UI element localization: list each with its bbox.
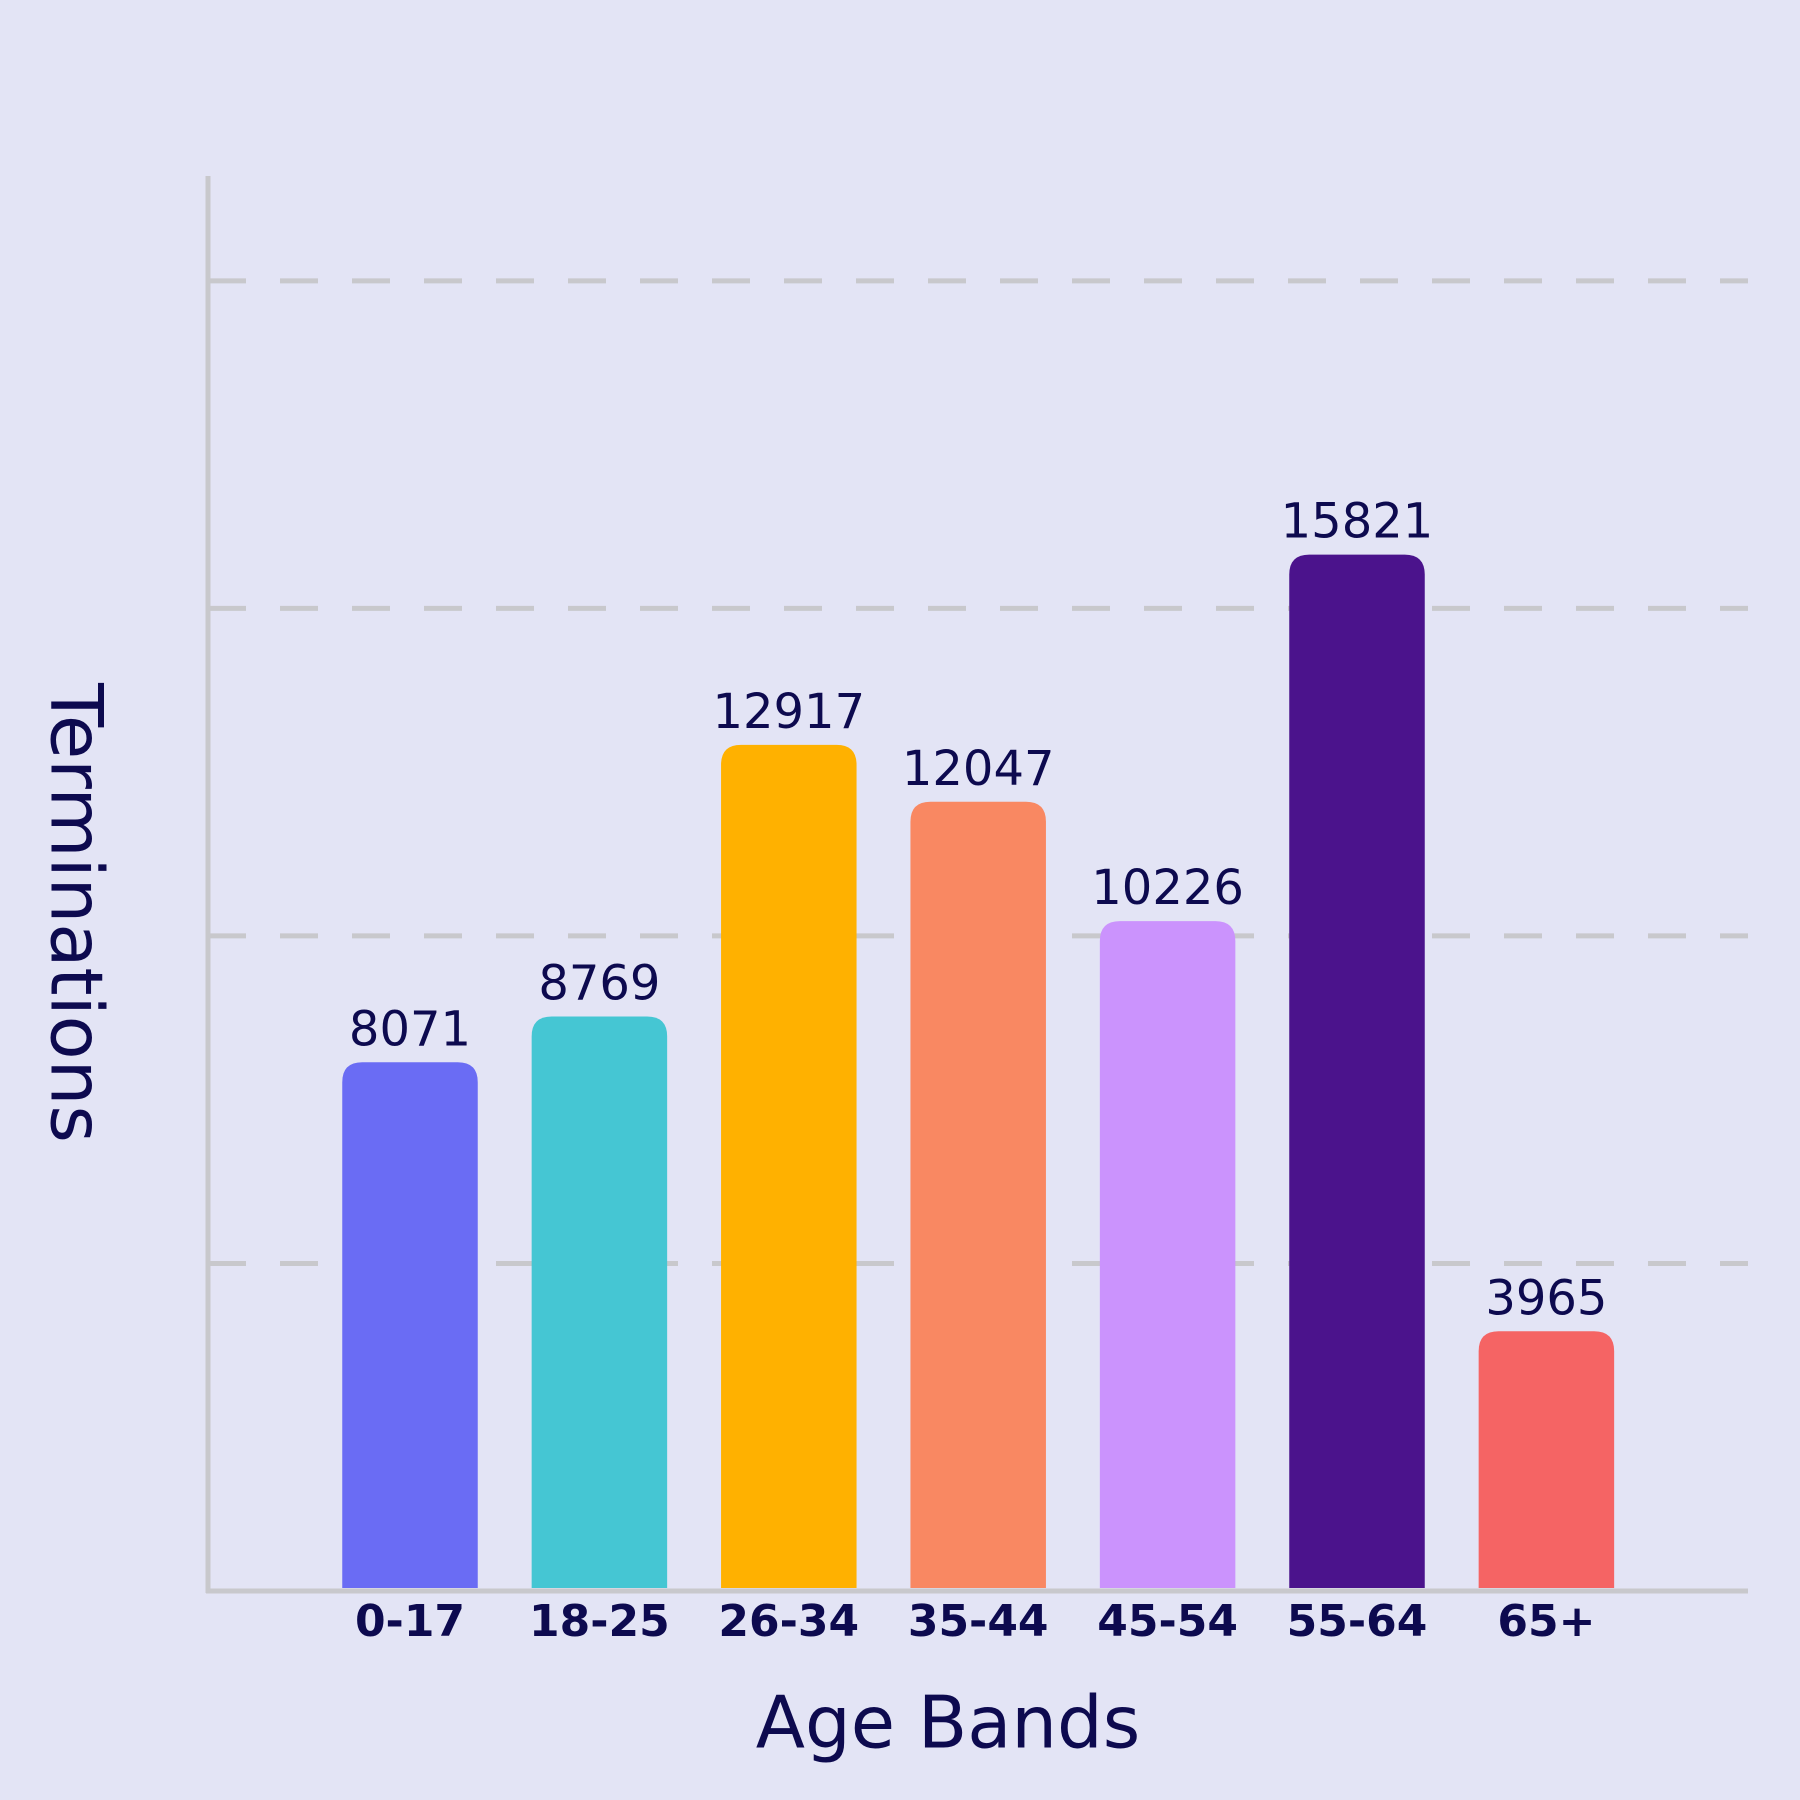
value-label: 8769 bbox=[538, 956, 660, 1012]
x-axis-title: Age Bands bbox=[756, 1681, 1141, 1765]
x-tick-label: 18-25 bbox=[529, 1596, 670, 1647]
bar bbox=[1478, 1331, 1615, 1588]
bar bbox=[342, 1062, 478, 1588]
value-label: 12917 bbox=[712, 684, 865, 740]
y-axis-title: Terminations bbox=[34, 682, 118, 1143]
x-tick-label: 45-54 bbox=[1097, 1596, 1238, 1647]
value-label: 3965 bbox=[1485, 1270, 1607, 1326]
x-tick-label: 55-64 bbox=[1287, 1596, 1428, 1647]
bar bbox=[1289, 554, 1425, 1588]
value-label: 15821 bbox=[1281, 494, 1434, 550]
bar bbox=[531, 1016, 668, 1588]
value-label: 12047 bbox=[902, 741, 1055, 797]
x-tick-label: 0-17 bbox=[355, 1596, 465, 1647]
bar bbox=[721, 744, 857, 1588]
x-tick-label: 35-44 bbox=[908, 1596, 1049, 1647]
bar bbox=[1099, 921, 1236, 1588]
x-tick-label: 26-34 bbox=[718, 1596, 859, 1647]
value-label: 8071 bbox=[349, 1001, 471, 1057]
x-tick-label: 65+ bbox=[1497, 1596, 1595, 1647]
bar bbox=[910, 801, 1046, 1588]
value-label: 10226 bbox=[1091, 860, 1244, 916]
